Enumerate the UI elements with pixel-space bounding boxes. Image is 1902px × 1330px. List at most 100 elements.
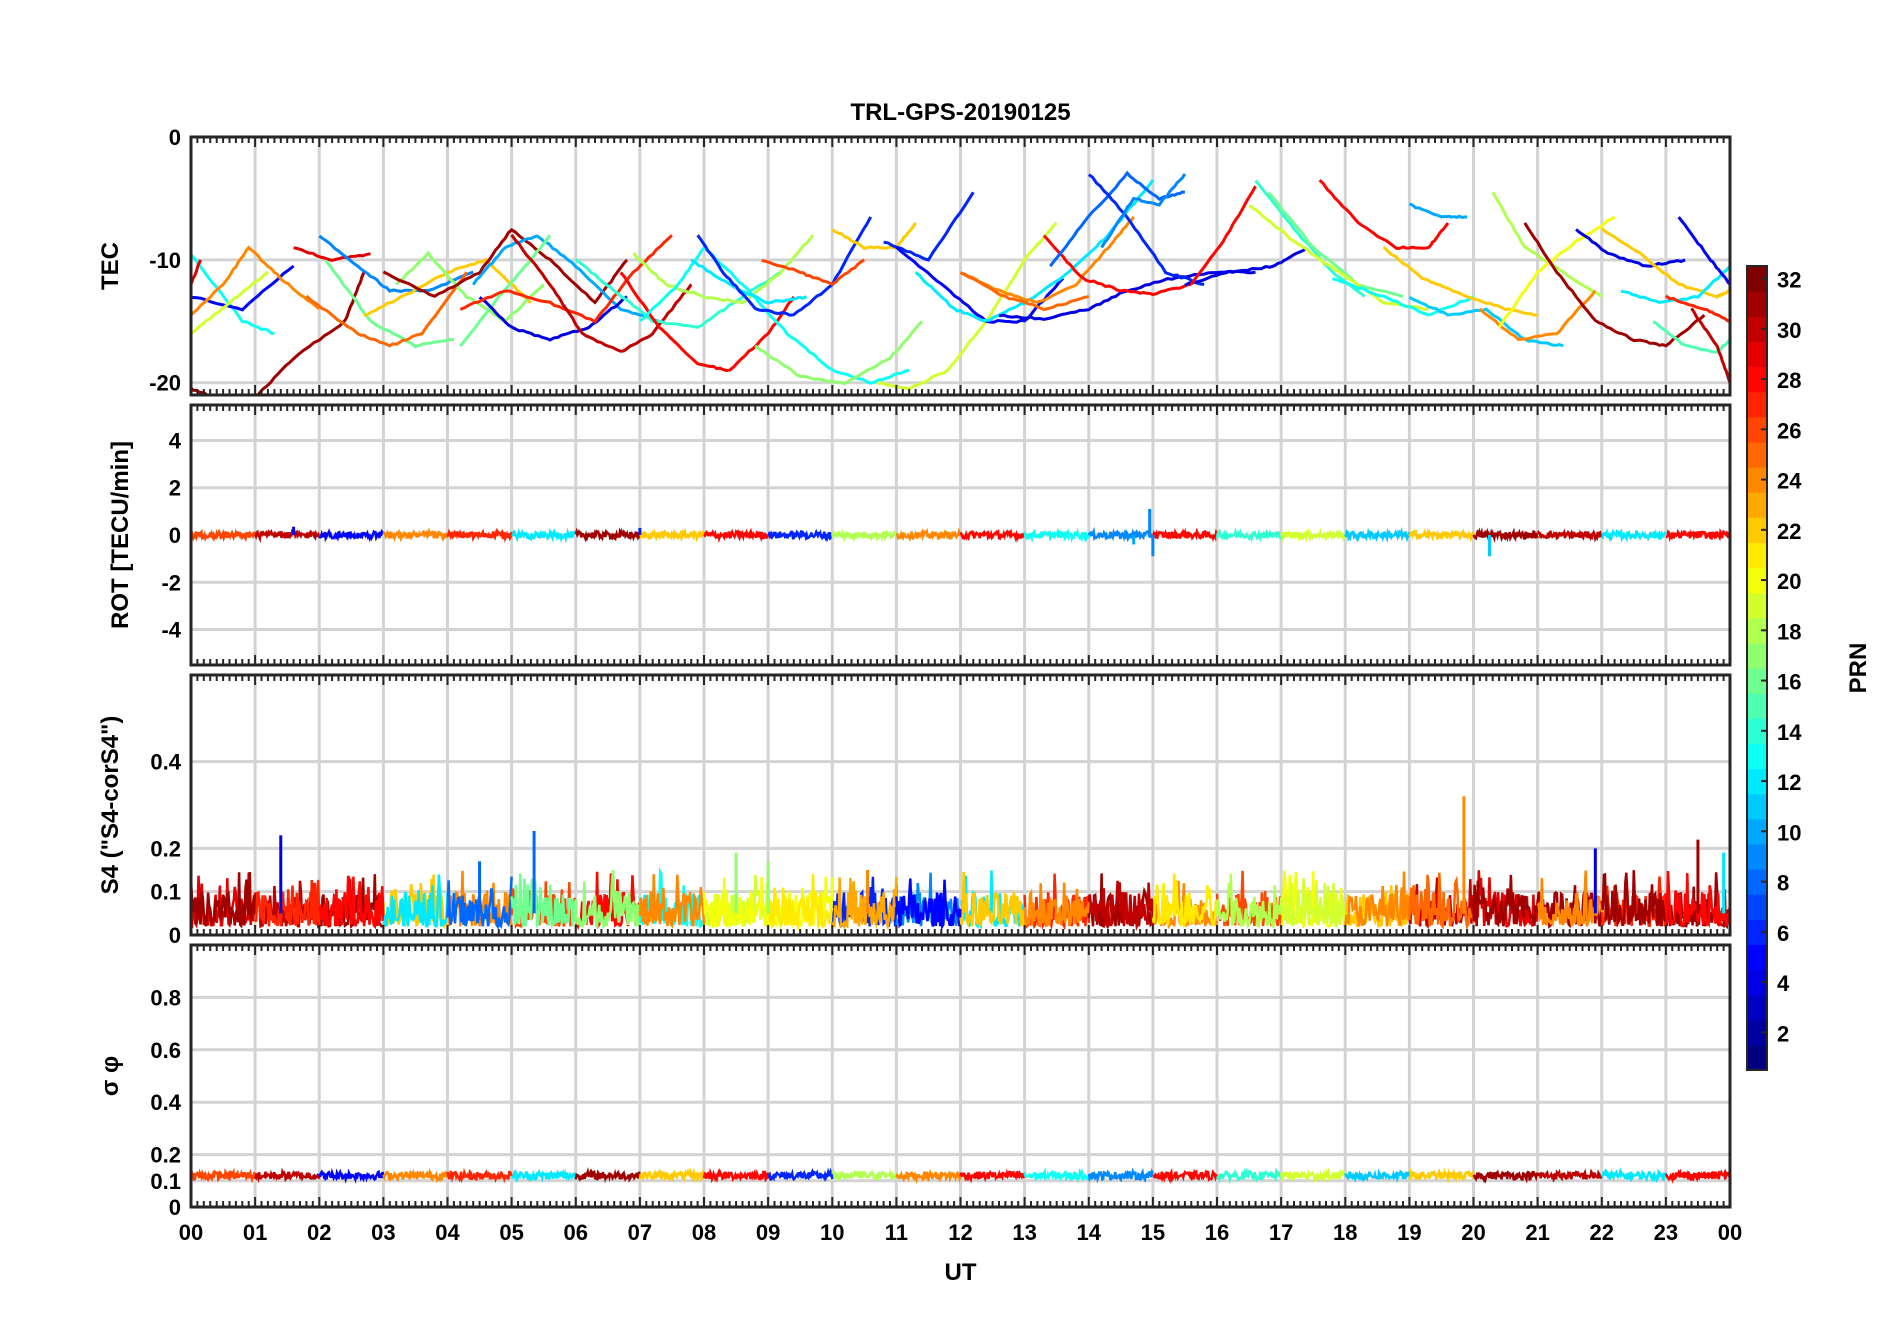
x-tick-label: 21	[1525, 1220, 1549, 1245]
colorbar-tick-label: 14	[1777, 720, 1802, 745]
noise-series	[1537, 528, 1603, 543]
noise-series	[703, 527, 770, 544]
tec-series-prn-28	[619, 271, 796, 373]
x-tick-label: 00	[1718, 1220, 1742, 1245]
s4-series	[253, 879, 321, 927]
y-axis-label: ROT [TECU/min]	[107, 441, 134, 629]
panel-sigma-phi: 0.8 0.6 0.4 0.20.10 σ φ	[97, 943, 1732, 1220]
s4-series	[638, 874, 706, 929]
y-axis-label: S4 ("S4-corS4")	[97, 716, 124, 895]
tec-series-prn-6	[1087, 173, 1205, 286]
noise-series	[959, 1168, 1026, 1184]
y-tick-label: 0	[169, 125, 181, 150]
panel-tec: 0 -10 -20 TEC	[97, 125, 1732, 397]
colorbar-band	[1747, 668, 1767, 694]
colorbar-band	[1747, 592, 1767, 619]
colorbar-band	[1747, 944, 1767, 971]
x-tick-label: 18	[1333, 1220, 1357, 1245]
colorbar-tick-label: 12	[1777, 770, 1801, 795]
noise-series	[895, 1168, 962, 1185]
x-axis-label: UT	[945, 1259, 977, 1286]
tec-series-prn-10	[471, 234, 660, 323]
tec-series-prn-19	[876, 221, 1058, 392]
noise-series	[511, 527, 576, 544]
tec-series-prn-18	[632, 234, 815, 305]
tec-series-prn-6	[696, 216, 873, 317]
colorbar-band	[1747, 542, 1767, 569]
tec-series-prn-16	[459, 234, 552, 348]
x-tick-label: 06	[564, 1220, 588, 1245]
y-tick-label: 0.4	[150, 1090, 181, 1115]
x-tick-label: 01	[243, 1220, 267, 1245]
noise-series	[1601, 528, 1667, 543]
s4-series	[1087, 880, 1155, 932]
colorbar-tick-label: 28	[1777, 368, 1801, 393]
noise-series	[638, 1167, 706, 1183]
tec-series-prn-22	[363, 257, 532, 318]
s4-series	[318, 875, 385, 930]
colorbar-band	[1747, 768, 1767, 795]
x-tick-label: 15	[1141, 1220, 1165, 1245]
colorbar-tick-label: 20	[1777, 569, 1801, 594]
colorbar-tick-label: 2	[1777, 1021, 1789, 1046]
panel-s4: 0.4 0.2 0.1 0 S4 ("S4-corS4")	[97, 673, 1732, 948]
noise-series	[254, 1167, 321, 1184]
s4-series	[766, 873, 834, 932]
colorbar-band	[1747, 316, 1767, 342]
x-ticks	[190, 945, 1731, 1207]
colorbar-tick-label: 30	[1777, 318, 1801, 343]
noise-series	[1087, 526, 1155, 543]
s4-series	[831, 876, 898, 932]
tec-series-prn-10	[1408, 202, 1468, 219]
noise-series	[253, 528, 321, 544]
colorbar-band	[1747, 1044, 1767, 1071]
y-tick-label: 4	[169, 428, 182, 453]
tec-series-prn-28	[1042, 234, 1192, 297]
noise-series	[191, 528, 257, 543]
colorbar-tick-label: 6	[1777, 921, 1789, 946]
tec-series-prn-13	[1332, 277, 1475, 317]
y-tick-label: 0.6	[150, 1038, 181, 1063]
colorbar-band	[1747, 994, 1767, 1021]
y-tick-label: 0.2	[150, 1143, 181, 1168]
noise-series	[382, 1168, 449, 1184]
colorbar-tick-label: 22	[1777, 519, 1801, 544]
colorbar-label: PRN	[1845, 643, 1872, 694]
colorbar-band	[1747, 341, 1767, 368]
noise-series	[1472, 1169, 1539, 1184]
x-tick-label: 11	[885, 1220, 908, 1245]
noise-series	[1152, 1168, 1219, 1185]
colorbar-band	[1747, 1019, 1767, 1046]
tec-series-prn-9	[318, 234, 474, 293]
x-tick-label: 03	[371, 1220, 395, 1245]
tec-series-prn-22	[831, 222, 917, 251]
y-tick-label: 0	[169, 923, 181, 948]
tec-series-prn-25	[305, 271, 468, 348]
tec-series-prn-28	[1318, 179, 1450, 250]
noise-series	[1665, 528, 1730, 543]
noise-series	[191, 1167, 257, 1184]
x-tick-label: 23	[1654, 1220, 1678, 1245]
tec-series-prn-22	[1600, 227, 1730, 300]
x-tick-label: 10	[820, 1220, 844, 1245]
colorbar-band	[1747, 391, 1767, 418]
noise-series	[959, 528, 1025, 544]
noise-series	[1151, 527, 1219, 543]
x-tick-label: 00	[179, 1220, 203, 1245]
y-axis-label: TEC	[97, 242, 124, 290]
colorbar-band	[1747, 793, 1767, 820]
colorbar-band	[1747, 567, 1767, 594]
y-axis-label: σ φ	[97, 1056, 124, 1096]
noise-series	[1664, 1168, 1730, 1184]
x-axis: 00 01 02 03 04 05 06 07 08 09 10 11 12 13 14 15 16 17 18 19…	[179, 1220, 1742, 1245]
y-tick-label: 0.1	[150, 1169, 181, 1194]
colorbar-band	[1747, 617, 1767, 644]
noise-series	[831, 1168, 898, 1182]
x-tick-label: 13	[1012, 1220, 1036, 1245]
noise-series	[1408, 528, 1475, 543]
tec-series-prn-19	[1248, 204, 1429, 311]
x-tick-label: 22	[1590, 1220, 1614, 1245]
colorbar-band	[1747, 919, 1767, 945]
x-tick-label: 05	[499, 1220, 523, 1245]
